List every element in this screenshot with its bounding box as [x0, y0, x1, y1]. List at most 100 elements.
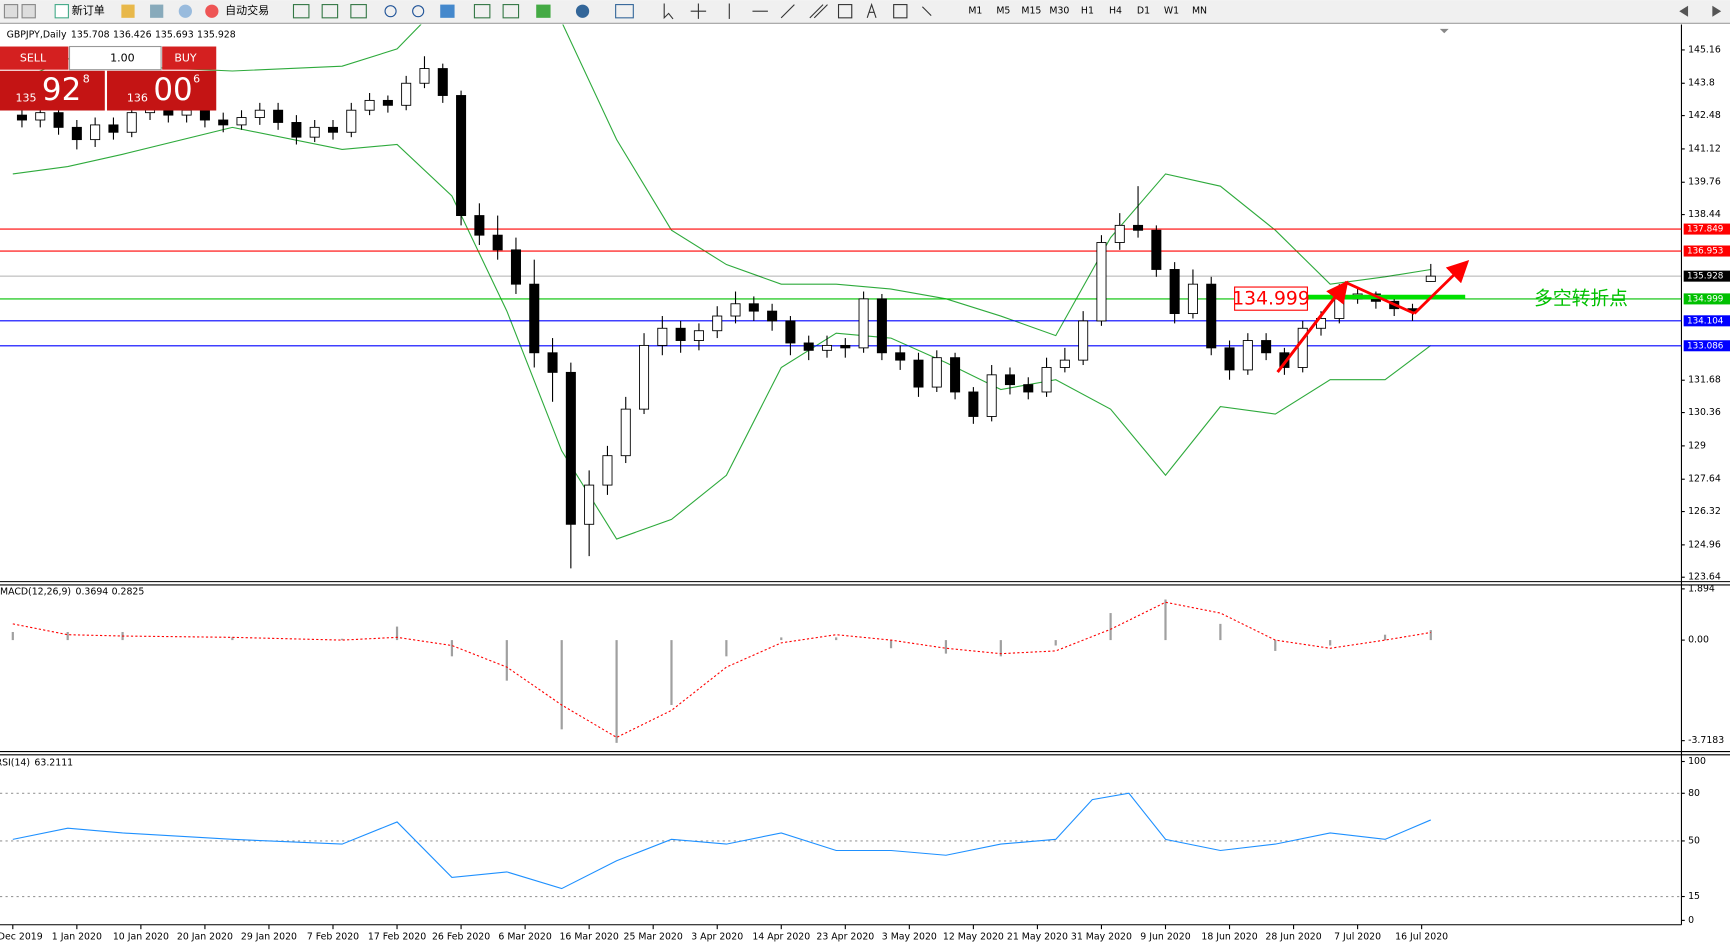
chart-title: GBPJPY,Daily 135.708 136.426 135.693 135.928	[7, 29, 236, 40]
candle-body	[199, 109, 210, 121]
annotation: 多空转折点	[1534, 288, 1628, 310]
ask-point[interactable]: 6	[193, 73, 200, 86]
timeframe-button[interactable]: H4	[1109, 6, 1122, 17]
lots[interactable]: 1.00	[110, 52, 135, 65]
macd-bar	[1383, 634, 1387, 641]
y-tick-label: 80	[1688, 788, 1700, 799]
toolbar	[0, 0, 1730, 24]
y-tick-label: 124.96	[1688, 539, 1721, 550]
icon[interactable]	[615, 4, 634, 19]
candle-body	[1114, 224, 1125, 243]
buy-label[interactable]: BUY	[174, 52, 197, 65]
icon[interactable]	[178, 4, 192, 18]
candle-body	[16, 114, 27, 121]
icon[interactable]	[292, 4, 310, 19]
icon[interactable]	[3, 4, 19, 19]
candle-body	[748, 303, 759, 312]
x-tick-label: 26 Dec 2019	[0, 931, 43, 942]
price-label-bg	[1683, 293, 1730, 305]
ask-box[interactable]	[107, 70, 217, 111]
timeframe-button[interactable]: M5	[996, 6, 1010, 17]
timeframe-button[interactable]: MN	[1192, 6, 1207, 17]
trendline-tool[interactable]	[780, 4, 795, 19]
candle-body	[1151, 229, 1162, 270]
channel-tool[interactable]	[809, 4, 828, 19]
timeframe-button[interactable]: W1	[1164, 6, 1179, 17]
last-low: 135.693	[155, 29, 194, 40]
timeframe-button[interactable]: M30	[1049, 6, 1069, 17]
last-open: 135.708	[71, 29, 110, 40]
buy-button[interactable]	[162, 46, 217, 70]
candle-body	[71, 126, 82, 141]
candle-body	[236, 117, 247, 126]
icon[interactable]	[473, 4, 491, 19]
fibo-tool[interactable]	[837, 4, 853, 19]
x-tick-label: 21 May 2020	[1007, 931, 1068, 942]
scroll-left[interactable]	[1679, 5, 1689, 17]
sell-button[interactable]	[0, 46, 69, 70]
candle-body	[1242, 340, 1253, 371]
y-tick-label: 130.36	[1688, 407, 1721, 418]
macd-bar	[725, 640, 728, 657]
icon[interactable]	[575, 4, 590, 18]
candle-body	[1297, 327, 1308, 368]
y-tick-label: 138.44	[1688, 209, 1721, 220]
sell-label[interactable]: SELL	[20, 52, 47, 65]
icon[interactable]	[502, 4, 520, 19]
scroll-right[interactable]	[1712, 5, 1722, 17]
new-order-icon[interactable]	[54, 4, 69, 19]
text-tool[interactable]	[866, 2, 877, 19]
icon[interactable]	[536, 4, 551, 18]
macd-bar	[1274, 640, 1277, 651]
y-tick-label: 143.8	[1688, 78, 1715, 89]
toolbar-button[interactable]: 自动交易	[225, 3, 269, 17]
macd-bar	[395, 626, 399, 641]
icon[interactable]	[321, 4, 339, 19]
candle-body	[730, 303, 741, 317]
bid-point[interactable]: 8	[83, 73, 90, 86]
x-tick-label: 7 Jul 2020	[1334, 931, 1381, 942]
timeframe-button[interactable]: H1	[1081, 6, 1094, 17]
timeframe-button[interactable]: M1	[968, 6, 982, 17]
candle-body	[1023, 384, 1034, 393]
crosshair-tool[interactable]	[690, 3, 707, 19]
ask-big[interactable]: 136	[127, 91, 148, 104]
trend-arrow	[1413, 260, 1470, 315]
arrow-tool[interactable]	[921, 6, 932, 17]
cursor-tool[interactable]	[663, 3, 674, 20]
autotrade-icon[interactable]	[205, 4, 219, 18]
lots-input[interactable]	[68, 45, 162, 71]
rsi-value: 63.2111	[34, 757, 73, 768]
candle-body	[1261, 340, 1272, 354]
icon[interactable]	[150, 4, 164, 18]
candle-body	[346, 109, 357, 133]
macd-signal	[12, 601, 1431, 739]
candle-body	[1041, 367, 1052, 393]
x-tick-label: 7 Feb 2020	[307, 931, 359, 942]
icon[interactable]	[350, 4, 367, 19]
y-tick-label: 15	[1688, 891, 1700, 902]
icon[interactable]	[121, 4, 135, 18]
timeframe-button[interactable]: D1	[1137, 6, 1150, 17]
x-tick-label: 25 Mar 2020	[624, 931, 683, 942]
toolbar-button[interactable]: 新订单	[72, 3, 105, 17]
label-tool[interactable]	[893, 4, 908, 19]
zoom-in[interactable]	[384, 5, 397, 18]
y-tick-label: 50	[1688, 835, 1700, 846]
macd-bar	[1164, 599, 1167, 641]
price-label: 134.104	[1687, 316, 1724, 326]
y-tick-label: 131.68	[1688, 375, 1721, 386]
zoom-out[interactable]	[412, 5, 425, 18]
bid-big[interactable]: 135	[15, 91, 36, 104]
timeframe-button[interactable]: M15	[1021, 6, 1041, 17]
shift-marker	[1439, 28, 1449, 34]
icon[interactable]	[21, 4, 36, 19]
x-tick-label: 9 Jun 2020	[1140, 931, 1190, 942]
icon[interactable]	[440, 4, 455, 18]
bid-pips[interactable]: 92	[42, 72, 81, 108]
ask-pips[interactable]: 00	[153, 72, 192, 108]
bid-box[interactable]	[0, 70, 105, 111]
candle-body	[1059, 359, 1070, 368]
candle-body	[401, 82, 412, 106]
macd-title: MACD(12,26,9) 0.3694 0.2825	[0, 586, 144, 597]
